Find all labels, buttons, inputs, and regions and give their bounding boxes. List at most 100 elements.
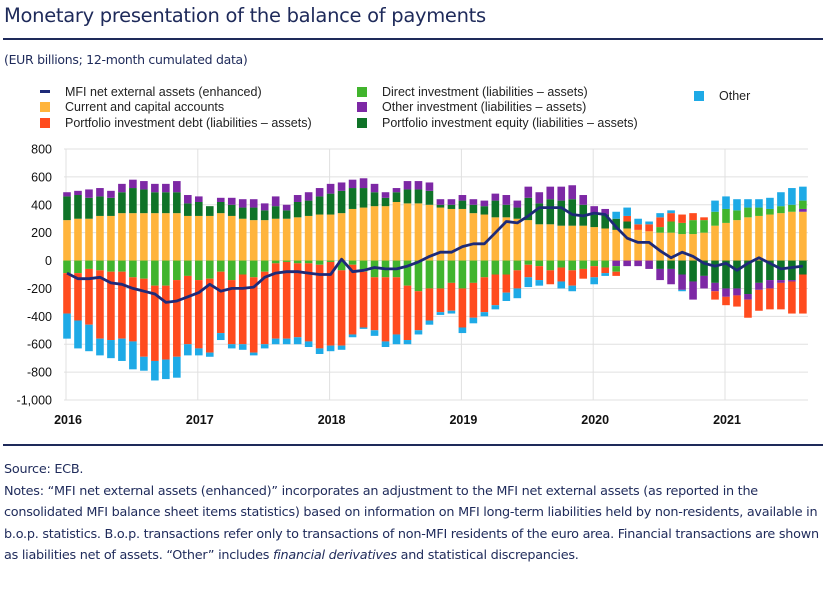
bar-oi [766,280,774,289]
bar-oi [667,268,675,285]
bar-cca [744,217,752,261]
bar-cca [777,213,785,261]
bar-other [722,196,730,209]
x-axis-ticks: 2016 2017 2018 2019 2020 2021 [54,413,741,427]
bar-pie [63,196,71,221]
bar-di [425,260,434,289]
bar-pid [96,270,104,339]
bar-pid [337,270,346,346]
y-tick-label: -400 [27,310,52,324]
bar-cca [656,232,664,261]
bar-pid [502,274,511,293]
bar-pid [612,271,620,276]
bar-pie [129,188,137,214]
bar-pid [513,270,522,289]
bar-other [458,327,467,334]
x-tick-label: 2021 [713,413,741,427]
legend-swatch-di [357,86,367,97]
bar-pid [85,268,93,325]
bar-oi [107,190,115,198]
bar-oi [799,208,807,212]
bar-pid [414,291,423,331]
bar-di [612,266,620,272]
bar-di [535,260,544,267]
notes-part-1: Notes: “MFI net external assets (enhance… [4,483,819,564]
bar-pid [524,264,533,278]
bar-pie [216,201,225,214]
bar-di [414,260,423,292]
bar-oi [436,199,445,205]
bar-other [216,333,225,341]
bar-pid [162,285,170,360]
bar-oi [579,195,588,205]
bar-pid [425,288,434,321]
bar-di [788,204,796,212]
bar-di [469,260,478,283]
bar-pid [645,224,653,232]
bar-di [74,260,82,274]
bar-pie [491,200,500,218]
bar-di [524,260,533,265]
bar-cca [359,207,368,261]
legend-column-1: MFI net external assets (enhanced) Curre… [40,84,312,131]
bar-oi [118,183,126,193]
bar-oi [129,179,137,189]
bar-cca [623,228,631,261]
bar-di [601,260,609,268]
bar-pie [392,192,401,202]
bar-pie [590,214,598,228]
bar-pid [678,214,686,223]
bar-oi [458,195,467,201]
title-rule [3,38,823,40]
bar-cca [469,213,478,261]
bar-cca [414,203,423,261]
bar-pie [612,218,620,230]
bar-pie [557,200,566,226]
bar-other [293,337,302,345]
bar-pid [107,271,115,341]
bar-di [304,260,313,264]
bar-oi [403,181,412,190]
bar-pie [799,260,807,275]
bar-di [678,222,686,235]
bar-oi [326,183,335,194]
bar-oi [293,195,302,202]
bar-pie [766,260,774,281]
bar-di [205,260,214,279]
bar-cca [491,217,500,261]
x-tick-label: 2018 [318,413,346,427]
bar-cca [546,224,555,261]
bar-pid [370,277,379,331]
bar-cca [458,208,467,261]
mfi-line-layer [66,206,804,304]
bar-other [414,330,423,335]
bar-pie [535,203,544,225]
bar-pie [381,197,390,207]
bar-di [293,260,302,264]
bar-oi [722,288,730,297]
bar-pie [85,197,93,219]
bar-cca [151,213,159,261]
bar-other [469,317,478,324]
legend-swatch-cca [40,102,50,113]
bar-other [315,348,324,354]
bar-di [557,260,566,268]
notes-italic: financial derivatives [272,548,397,563]
bar-other [184,344,192,356]
x-tick-label: 2019 [449,413,477,427]
bar-pie [447,204,456,209]
bar-pie [337,190,346,214]
bar-oi [348,179,357,189]
bar-oi [359,178,368,189]
bar-other [249,352,258,356]
bar-other [227,344,236,349]
legend-item-oi: Other investment (liabilities – assets) [357,100,638,116]
legend-label: Other investment (liabilities – assets) [382,100,587,115]
bar-other [502,292,511,301]
bar-pie [436,204,445,208]
notes-part-2: and statistical discrepancies. [396,548,579,563]
bar-oi [678,274,686,290]
notes-text: Notes: “MFI net external assets (enhance… [4,481,819,567]
y-axis-ticks: 800 600 400 200 0 -200 -400 -600 -800 -1,000 [17,143,53,408]
bar-pie [315,196,324,215]
